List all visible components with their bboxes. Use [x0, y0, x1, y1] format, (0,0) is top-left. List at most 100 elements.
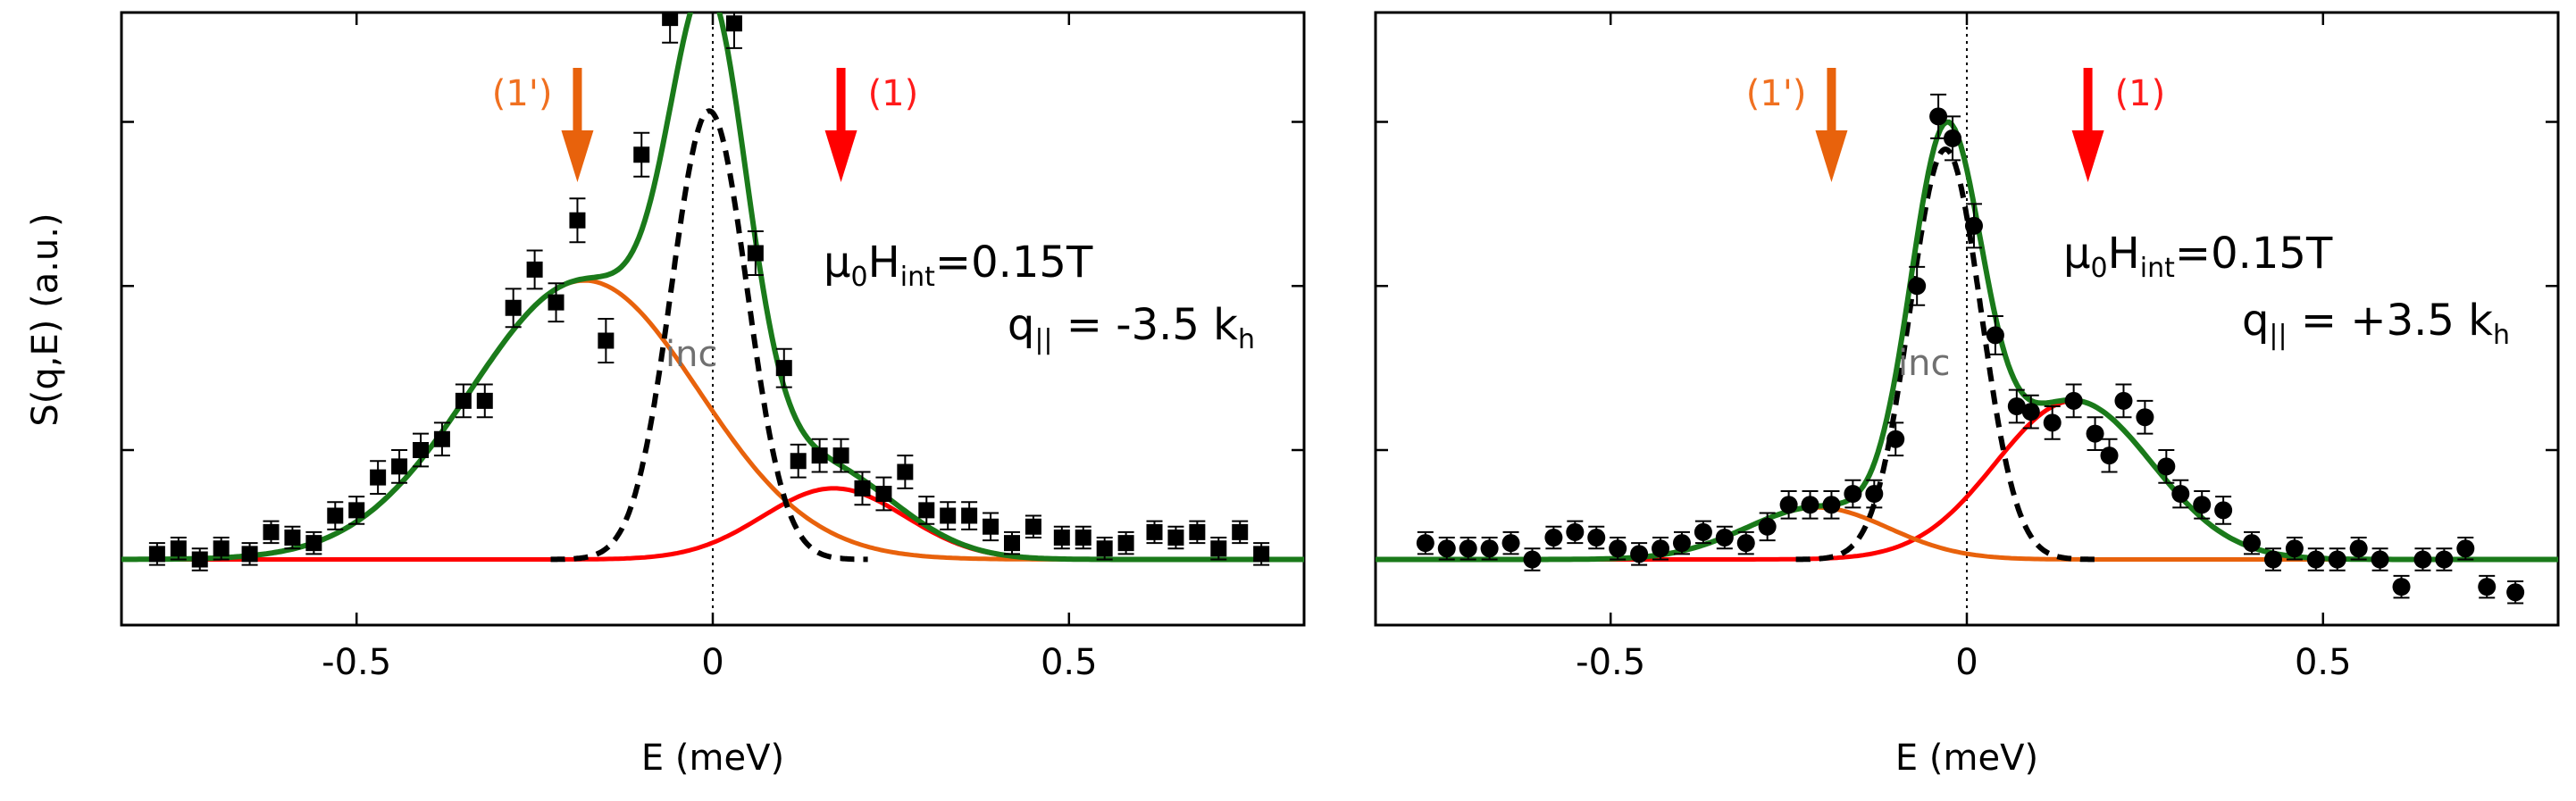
- incoherent-fit: [1795, 146, 2095, 563]
- data-point: [2043, 405, 2062, 440]
- data-point: [1003, 530, 1020, 555]
- arrow-1prime: [561, 68, 594, 182]
- panel-right: -0.5 0 0.5E (meV)(1') (1)incμ0Hint=0.15Tq||…: [1374, 11, 2560, 779]
- data-point: [370, 460, 387, 495]
- data-point: [790, 443, 807, 479]
- plot-area: [121, 13, 1304, 572]
- data-point: [1587, 525, 1606, 550]
- field-H-sub: int: [2140, 253, 2175, 284]
- data-point: [662, 13, 679, 44]
- data-point: [2086, 416, 2104, 451]
- field-H: H: [868, 238, 900, 288]
- data-point: [1822, 489, 1841, 520]
- field-H-sub: int: [900, 262, 935, 293]
- momentum-q-sub: ||: [2269, 320, 2287, 351]
- data-point: [1865, 479, 1884, 509]
- data-point: [1167, 525, 1184, 550]
- incoherent-fit: [550, 108, 868, 563]
- data-point: [2456, 537, 2475, 561]
- field-mu-sub: 0: [2091, 253, 2108, 284]
- data-point: [940, 501, 957, 530]
- data-point: [305, 530, 322, 555]
- data-point: [1886, 421, 1905, 457]
- data-point: [1210, 537, 1227, 561]
- data-point: [1053, 525, 1070, 550]
- data-point: [961, 501, 978, 530]
- data-point: [348, 496, 365, 525]
- x-tick-label: -0.5: [1576, 642, 1645, 683]
- field-rest: =0.15T: [2175, 229, 2333, 279]
- data-point: [1480, 537, 1499, 561]
- data-point: [2392, 574, 2411, 599]
- data-point: [1652, 537, 1670, 561]
- data-point: [1523, 547, 1542, 572]
- data-point: [455, 383, 472, 419]
- data-point: [598, 318, 615, 363]
- data-point: [548, 282, 565, 323]
- data-point: [170, 537, 187, 561]
- data-point: [633, 131, 650, 178]
- data-point: [2021, 394, 2040, 430]
- data-point: [476, 383, 493, 419]
- data-point: [1944, 115, 1962, 162]
- data-point: [2306, 547, 2325, 572]
- data-point: [1986, 314, 2004, 355]
- data-point: [2064, 383, 2083, 419]
- data-point: [2413, 547, 2432, 572]
- data-point: [1672, 530, 1691, 555]
- data-point: [1779, 489, 1798, 520]
- data-point: [2285, 537, 2304, 561]
- data-point: [2157, 449, 2176, 484]
- data-point: [241, 542, 258, 566]
- field-annotation: μ0Hint=0.15T: [824, 238, 1093, 293]
- data-point: [433, 421, 450, 457]
- data-point: [2349, 537, 2368, 561]
- arrow-1: [824, 68, 857, 182]
- x-tick-label: 0.5: [1041, 642, 1098, 683]
- y-axis-label: S(q,E) (a.u.): [25, 213, 66, 426]
- data-point: [2171, 479, 2190, 509]
- inc-label: inc: [665, 334, 717, 375]
- data-point: [263, 520, 280, 545]
- label-1: (1): [2115, 73, 2166, 114]
- data-point: [1232, 520, 1249, 545]
- data-point: [526, 249, 543, 290]
- data-point: [1630, 542, 1649, 566]
- data-point: [2100, 438, 2119, 473]
- data-point: [2328, 547, 2346, 572]
- x-tick-label: 0: [701, 642, 723, 683]
- data-point: [2371, 547, 2389, 572]
- field-mu-sub: 0: [851, 262, 868, 293]
- data-point: [2136, 399, 2154, 435]
- data-point: [2243, 530, 2262, 555]
- plot-area: [1376, 93, 2558, 605]
- data-point: [1253, 542, 1270, 566]
- field-rest: =0.15T: [935, 238, 1093, 288]
- arrow-1prime: [1815, 68, 1848, 182]
- momentum-k-sub: h: [2493, 320, 2510, 351]
- data-point: [1416, 530, 1434, 555]
- data-point: [213, 537, 230, 561]
- data-point: [1715, 525, 1734, 550]
- data-point: [148, 542, 165, 566]
- arrow-1: [2071, 68, 2104, 182]
- data-point: [1025, 514, 1041, 538]
- field-mu: μ: [824, 238, 851, 288]
- momentum-annotation: q|| = +3.5 kh: [2242, 296, 2510, 351]
- data-point: [1801, 489, 1819, 520]
- data-point: [897, 455, 914, 489]
- data-point: [2114, 383, 2133, 419]
- data-point: [832, 438, 849, 473]
- data-point: [918, 496, 935, 525]
- momentum-q-sub: ||: [1034, 324, 1052, 355]
- data-point: [1189, 520, 1206, 545]
- data-point: [1544, 525, 1563, 550]
- data-point: [505, 288, 522, 329]
- data-point: [1075, 525, 1091, 550]
- data-point: [1146, 520, 1163, 545]
- x-tick-label: 0.5: [2295, 642, 2352, 683]
- data-point: [391, 449, 408, 484]
- momentum-mid: = -3.5 k: [1053, 300, 1239, 350]
- momentum-q: q: [2242, 296, 2269, 346]
